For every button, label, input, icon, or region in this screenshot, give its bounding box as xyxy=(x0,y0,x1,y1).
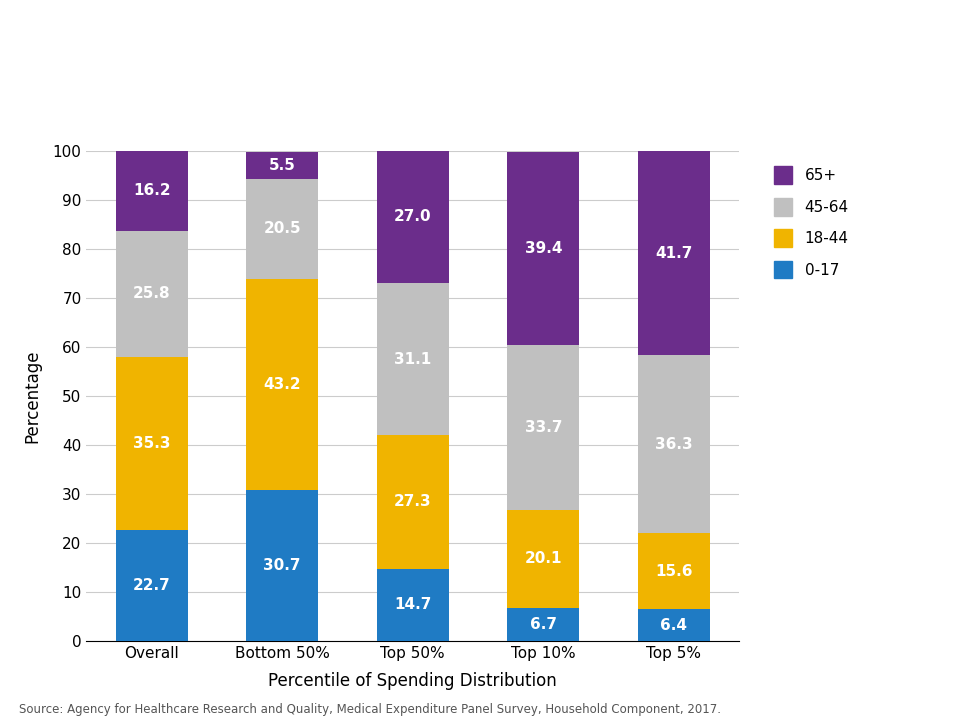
X-axis label: Percentile of Spending Distribution: Percentile of Spending Distribution xyxy=(269,672,557,690)
Text: 27.3: 27.3 xyxy=(394,495,432,510)
Bar xyxy=(116,357,187,530)
Bar xyxy=(116,530,187,641)
Bar xyxy=(377,283,448,435)
Text: 30.7: 30.7 xyxy=(263,558,301,573)
Y-axis label: Percentage: Percentage xyxy=(24,349,41,443)
Text: 39.4: 39.4 xyxy=(524,240,563,256)
Bar xyxy=(638,356,709,533)
Bar xyxy=(508,608,579,641)
Text: 16.2: 16.2 xyxy=(132,184,171,198)
Bar xyxy=(638,533,709,609)
Text: 14.7: 14.7 xyxy=(395,598,431,612)
Bar xyxy=(116,230,187,357)
Text: 15.6: 15.6 xyxy=(655,564,693,579)
Bar xyxy=(116,151,187,230)
Text: 20.5: 20.5 xyxy=(263,221,301,236)
Bar xyxy=(638,151,709,356)
Text: 20.1: 20.1 xyxy=(524,552,563,567)
Text: 25.8: 25.8 xyxy=(132,286,171,301)
Text: 5.5: 5.5 xyxy=(269,158,296,173)
Text: 35.3: 35.3 xyxy=(132,436,171,451)
Text: 33.7: 33.7 xyxy=(524,420,563,435)
Text: 6.4: 6.4 xyxy=(660,618,687,633)
Legend: 65+, 45-64, 18-44, 0-17: 65+, 45-64, 18-44, 0-17 xyxy=(766,159,856,286)
Bar xyxy=(508,345,579,510)
Text: Figure 3. Percentage of persons by age group and
percentile of spending, 2017: Figure 3. Percentage of persons by age g… xyxy=(127,39,680,84)
Bar xyxy=(377,150,448,283)
Text: 27.0: 27.0 xyxy=(394,210,432,225)
Text: 36.3: 36.3 xyxy=(655,437,693,451)
Text: Source: Agency for Healthcare Research and Quality, Medical Expenditure Panel Su: Source: Agency for Healthcare Research a… xyxy=(19,703,721,716)
Bar xyxy=(377,435,448,569)
Bar xyxy=(247,279,318,490)
Text: 31.1: 31.1 xyxy=(395,351,431,366)
Text: 41.7: 41.7 xyxy=(656,246,692,261)
Text: 6.7: 6.7 xyxy=(530,617,557,632)
Bar xyxy=(508,510,579,608)
Bar xyxy=(638,609,709,641)
Bar xyxy=(247,179,318,279)
Text: 43.2: 43.2 xyxy=(263,377,301,392)
Bar xyxy=(377,569,448,641)
Bar xyxy=(508,152,579,345)
Bar xyxy=(247,490,318,641)
Bar xyxy=(247,152,318,179)
Text: 22.7: 22.7 xyxy=(132,577,171,593)
